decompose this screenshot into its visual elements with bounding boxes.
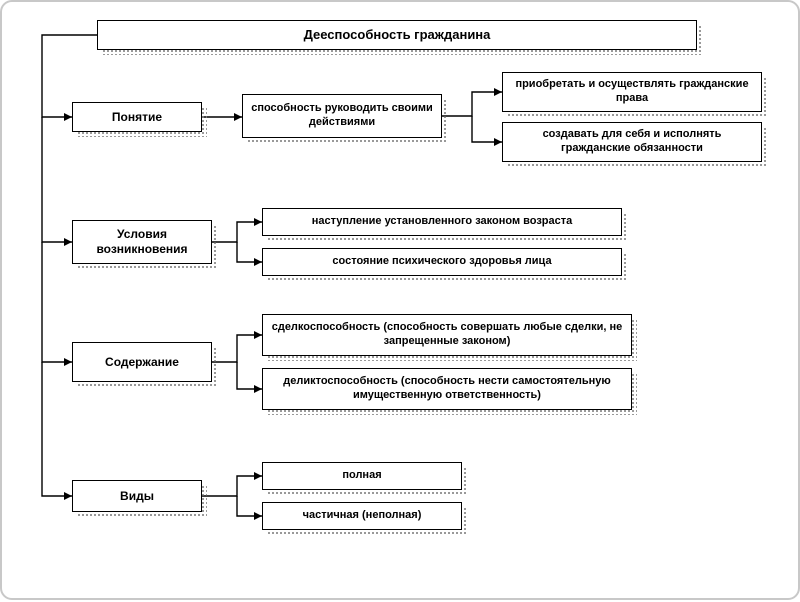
connector bbox=[237, 496, 262, 516]
node-content: Содержание bbox=[72, 342, 212, 382]
node-cond: Условия возникновения bbox=[72, 220, 212, 264]
connector bbox=[442, 92, 502, 116]
connector bbox=[212, 222, 262, 242]
node-duties: создавать для себя и исполнять гражданск… bbox=[502, 122, 762, 162]
connector bbox=[212, 335, 262, 362]
node-rights: приобретать и осуществлять гражданские п… bbox=[502, 72, 762, 112]
connector bbox=[237, 242, 262, 262]
node-psych: состояние психического здоровья лица bbox=[262, 248, 622, 276]
connector bbox=[42, 242, 72, 362]
node-types: Виды bbox=[72, 480, 202, 512]
node-concept: Понятие bbox=[72, 102, 202, 132]
node-ability: способность руководить своими действиями bbox=[242, 94, 442, 138]
connector bbox=[42, 117, 72, 242]
connector bbox=[237, 362, 262, 389]
connector bbox=[472, 116, 502, 142]
node-partial: частичная (неполная) bbox=[262, 502, 462, 530]
node-deal: сделкоспособность (способность совершать… bbox=[262, 314, 632, 356]
node-full: полная bbox=[262, 462, 462, 490]
node-delict: деликтоспособность (способность нести са… bbox=[262, 368, 632, 410]
node-title: Дееспособность гражданина bbox=[97, 20, 697, 50]
node-age: наступление установленного законом возра… bbox=[262, 208, 622, 236]
connector bbox=[202, 476, 262, 496]
diagram-canvas: Дееспособность гражданина Понятие способно… bbox=[0, 0, 800, 600]
connector bbox=[42, 362, 72, 496]
